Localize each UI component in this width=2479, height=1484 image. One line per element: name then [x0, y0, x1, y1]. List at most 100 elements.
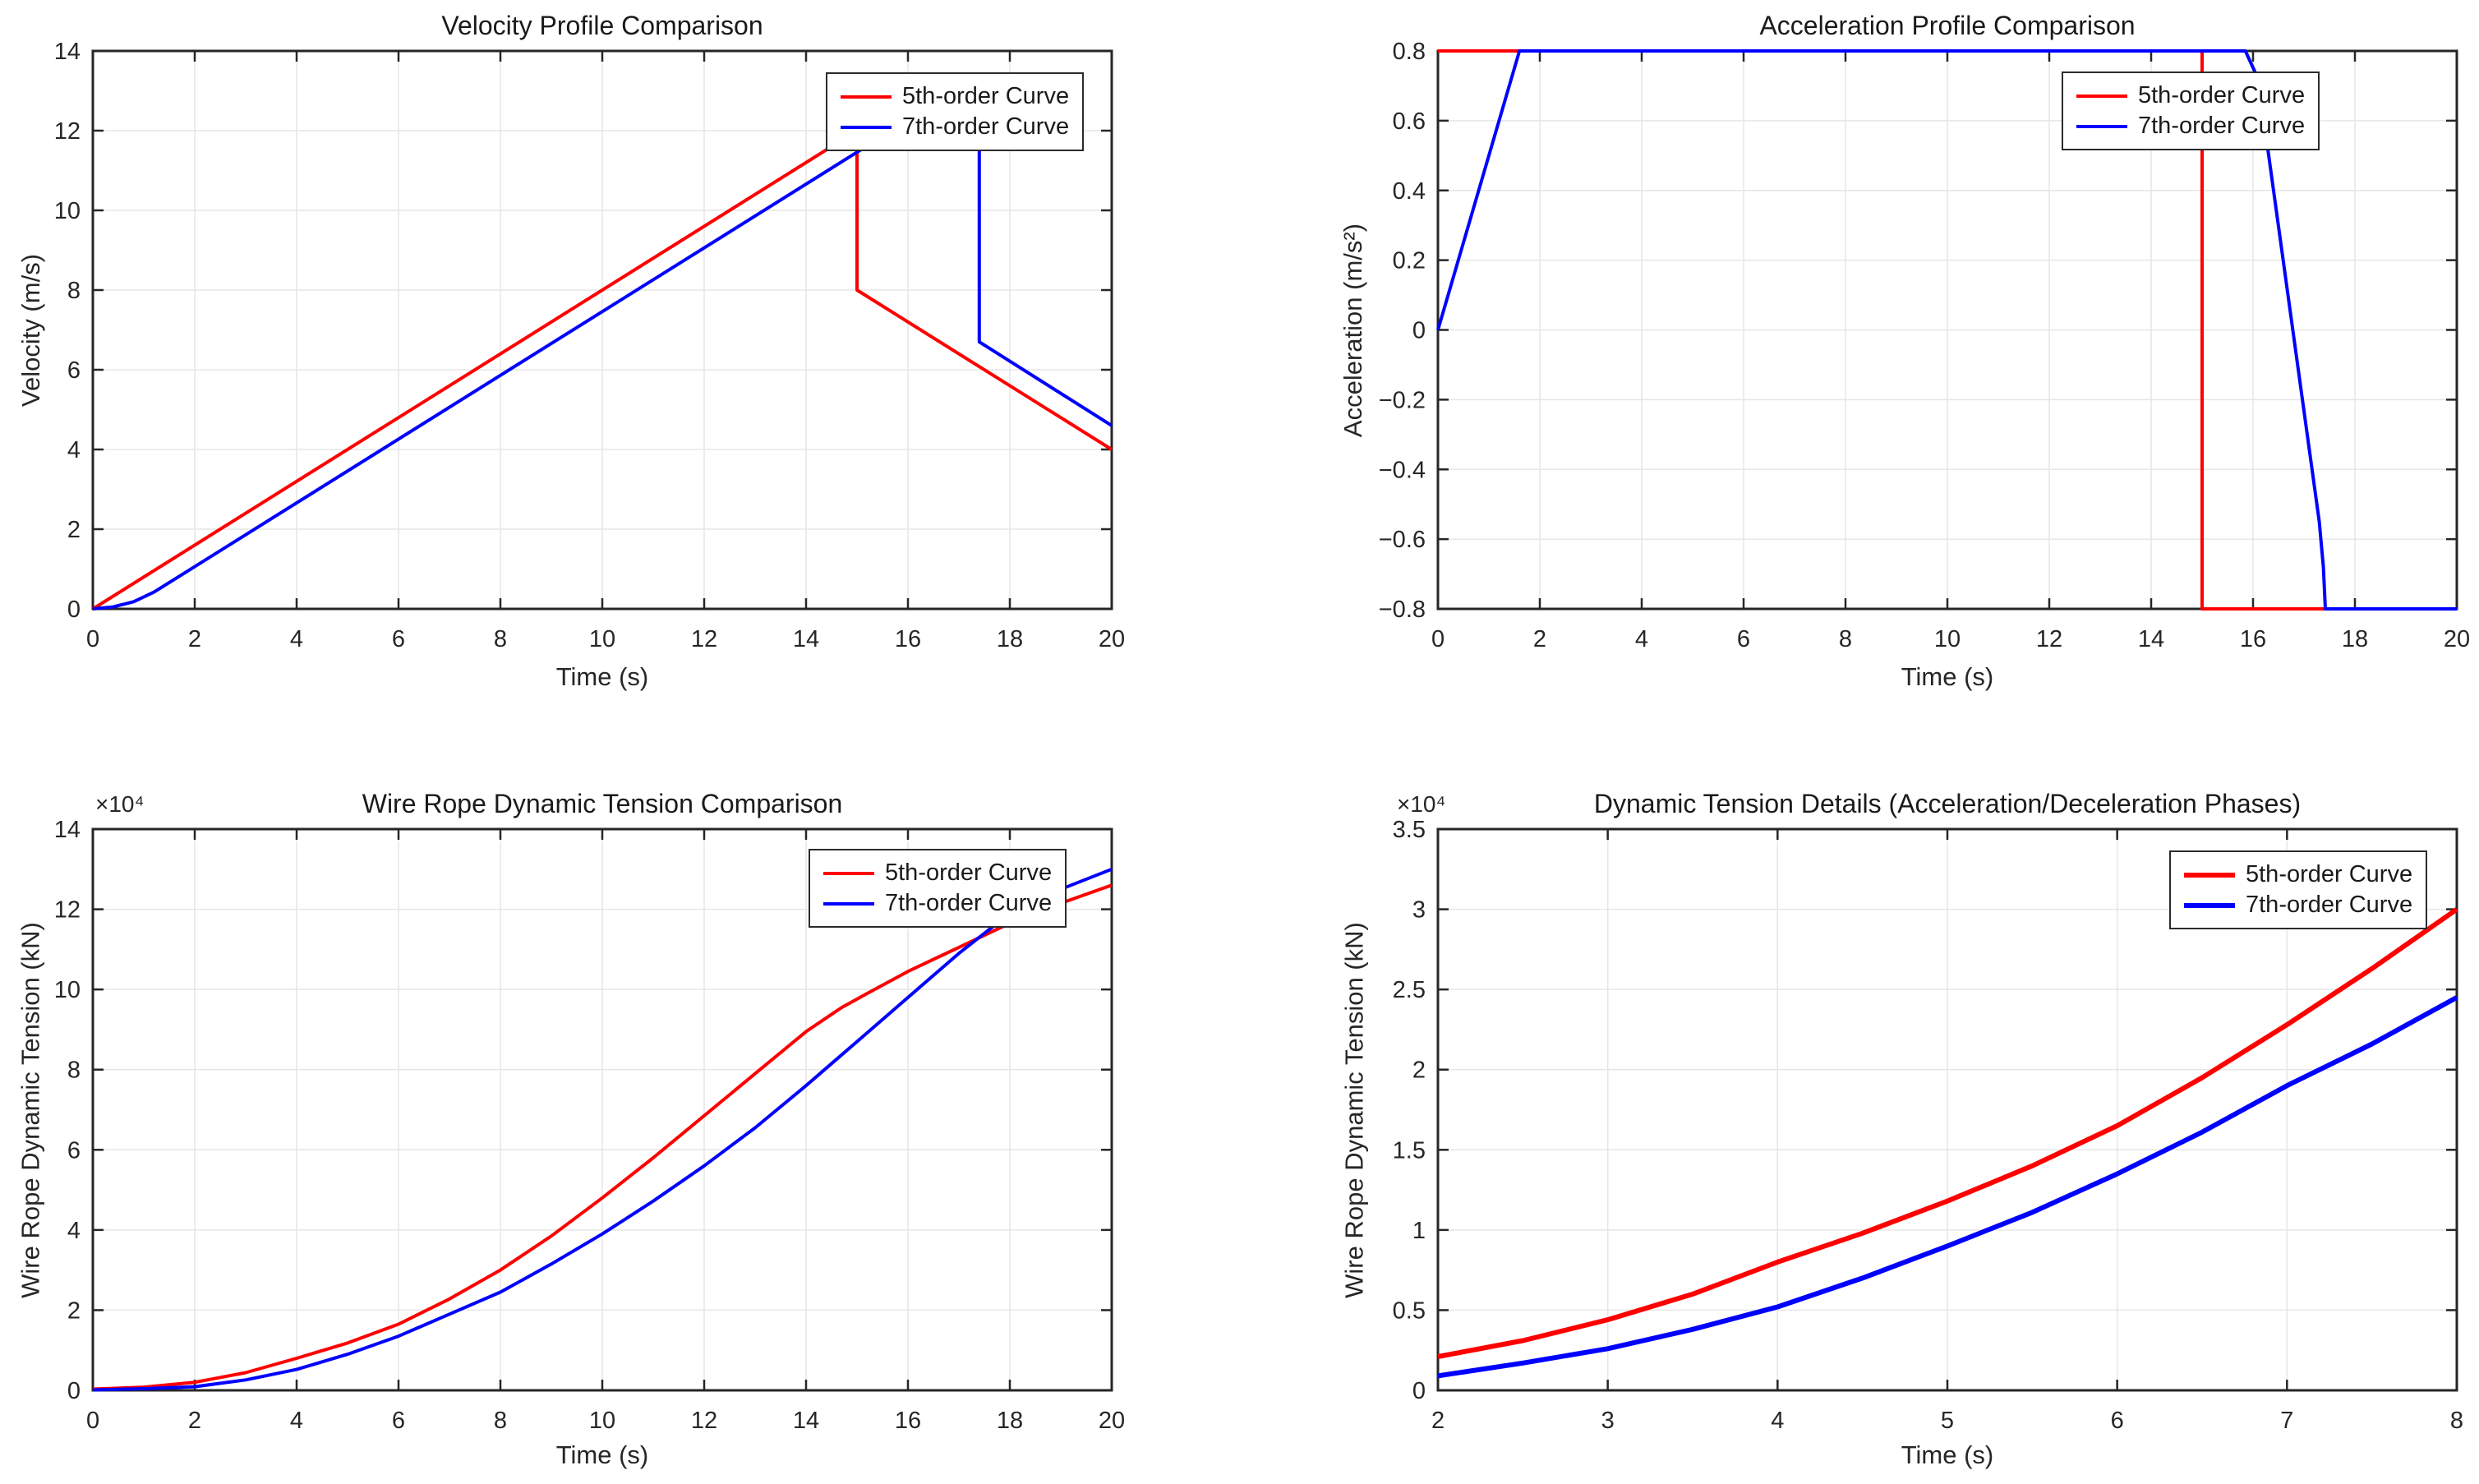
x-tick-label: 14 [2138, 626, 2164, 652]
x-tick-label: 12 [691, 1408, 717, 1434]
legend-line-swatch [2184, 872, 2235, 878]
x-tick-label: 8 [1839, 626, 1852, 652]
axes-tension-plot: 0 2 4 6 8 10 12 14 16 18 20 0 2 4 6 8 10 12 14 [54, 817, 1125, 1434]
y-tick-label: 8 [67, 1058, 81, 1084]
legend-tension-detail: 5th-order Curve 7th-order Curve [2169, 850, 2428, 929]
y-axis-label-velocity: Velocity (m/s) [16, 253, 45, 408]
x-tick-label: 12 [691, 626, 717, 652]
legend-entry-label: 7th-order Curve [2246, 892, 2413, 918]
legend-line-swatch [2184, 902, 2235, 908]
y-tick-label: 4 [67, 1218, 81, 1244]
legend-row: 7th-order Curve [823, 888, 1052, 919]
legend-row: 7th-order Curve [2076, 111, 2305, 141]
legend-row: 5th-order Curve [2076, 81, 2305, 111]
x-tick-label: 14 [793, 626, 819, 652]
x-tick-label: 18 [997, 1408, 1023, 1434]
y-tick-label: 6 [67, 1137, 81, 1164]
x-tick-label: 8 [494, 626, 507, 652]
y-tick-label: 0.5 [1393, 1297, 1426, 1324]
legend-row: 7th-order Curve [841, 112, 1069, 142]
legend-entry-label: 7th-order Curve [2138, 113, 2306, 139]
plot-title-tension: Wire Rope Dynamic Tension Comparison [362, 789, 843, 818]
y-tick-label: 2.5 [1393, 977, 1426, 1003]
y-tick-label: 4 [67, 437, 81, 463]
plot-title-velocity: Velocity Profile Comparison [441, 11, 763, 40]
y-tick-label: −0.4 [1379, 457, 1426, 483]
legend-entry-label: 7th-order Curve [902, 113, 1070, 140]
x-tick-label: 2 [1431, 1408, 1445, 1434]
y-tick-label: 12 [54, 897, 81, 924]
y-axis-exponent-tension-detail: ×10⁴ [1397, 791, 1446, 817]
y-tick-label: 12 [54, 118, 81, 145]
x-tick-label: 16 [895, 1408, 921, 1434]
x-tick-label: 0 [86, 626, 99, 652]
x-axis-label-acceleration: Time (s) [1901, 662, 1994, 691]
legend-line-swatch [841, 125, 892, 129]
legend-entry-label: 5th-order Curve [902, 83, 1070, 109]
axes-acceleration-plot: 0 2 4 6 8 10 12 14 16 18 20 −0.8 −0.6 −0.4 −0.2 0 0.2 0.4… [1379, 39, 2470, 652]
legend-acceleration: 5th-order Curve 7th-order Curve [2062, 71, 2320, 150]
x-tick-label: 4 [1771, 1408, 1784, 1434]
y-axis-label-tension: Wire Rope Dynamic Tension (kN) [16, 922, 45, 1298]
legend-row: 5th-order Curve [2184, 860, 2412, 890]
x-tick-label: 6 [2111, 1408, 2124, 1434]
y-tick-label: 0 [1412, 318, 1426, 344]
x-tick-label: 7 [2280, 1408, 2293, 1434]
legend-entry-label: 5th-order Curve [2138, 82, 2306, 108]
x-tick-label: 2 [1533, 626, 1546, 652]
x-tick-label: 20 [1099, 626, 1125, 652]
x-tick-label: 10 [589, 626, 615, 652]
x-tick-label: 4 [290, 1408, 303, 1434]
legend-entry-label: 5th-order Curve [885, 860, 1053, 886]
x-tick-label: 16 [895, 626, 921, 652]
legend-line-swatch [2076, 94, 2127, 98]
y-tick-label: 2 [67, 517, 81, 543]
x-tick-label: 0 [1431, 626, 1445, 652]
y-tick-label: 0 [1412, 1378, 1426, 1404]
y-tick-label: −0.2 [1379, 387, 1426, 413]
y-tick-label: 0 [67, 597, 81, 623]
x-tick-label: 2 [188, 1408, 201, 1434]
x-tick-label: 6 [1737, 626, 1750, 652]
y-tick-label: 14 [54, 39, 81, 65]
series-line-7th-order-curve [1437, 995, 2458, 1379]
legend-line-swatch [2076, 124, 2127, 128]
series-line-5th-order-curve [91, 129, 1113, 611]
y-tick-label: −0.8 [1379, 597, 1426, 623]
y-tick-label: 3.5 [1393, 817, 1426, 843]
x-tick-label: 6 [392, 626, 405, 652]
y-tick-label: 0.2 [1393, 248, 1426, 274]
legend-row: 7th-order Curve [2184, 890, 2412, 920]
x-axis-label-tension: Time (s) [555, 1440, 649, 1469]
y-tick-label: 0.4 [1393, 178, 1426, 205]
x-tick-label: 5 [1941, 1408, 1954, 1434]
legend-row: 5th-order Curve [823, 858, 1052, 888]
x-tick-label: 8 [494, 1408, 507, 1434]
x-tick-label: 14 [793, 1408, 819, 1434]
y-axis-exponent-tension: ×10⁴ [95, 791, 145, 817]
x-tick-label: 4 [290, 626, 303, 652]
x-tick-label: 10 [1934, 626, 1961, 652]
y-tick-label: 1 [1412, 1218, 1426, 1244]
x-axis-label-tension-detail: Time (s) [1901, 1440, 1994, 1469]
legend-line-swatch [823, 871, 874, 875]
y-tick-label: 0 [67, 1378, 81, 1404]
y-tick-label: 14 [54, 817, 81, 843]
y-tick-label: 10 [54, 198, 81, 224]
x-tick-label: 3 [1601, 1408, 1615, 1434]
x-tick-label: 18 [997, 626, 1023, 652]
plot-title-tension-detail: Dynamic Tension Details (Acceleration/De… [1593, 789, 2302, 818]
x-tick-label: 12 [2036, 626, 2062, 652]
x-tick-label: 2 [188, 626, 201, 652]
y-tick-label: 6 [67, 357, 81, 384]
legend-tension: 5th-order Curve 7th-order Curve [809, 849, 1067, 928]
axes-tension-detail-plot: 2 3 4 5 6 7 8 0 0.5 1 1.5 2 2.5 3 3.5 [1393, 817, 2463, 1434]
plot-title-acceleration: Acceleration Profile Comparison [1759, 11, 2136, 40]
legend-entry-label: 7th-order Curve [885, 890, 1053, 916]
legend-line-swatch [823, 901, 874, 906]
y-tick-label: 0.8 [1393, 39, 1426, 65]
x-tick-label: 18 [2342, 626, 2368, 652]
legend-velocity: 5th-order Curve 7th-order Curve [826, 72, 1085, 151]
x-tick-label: 16 [2240, 626, 2266, 652]
